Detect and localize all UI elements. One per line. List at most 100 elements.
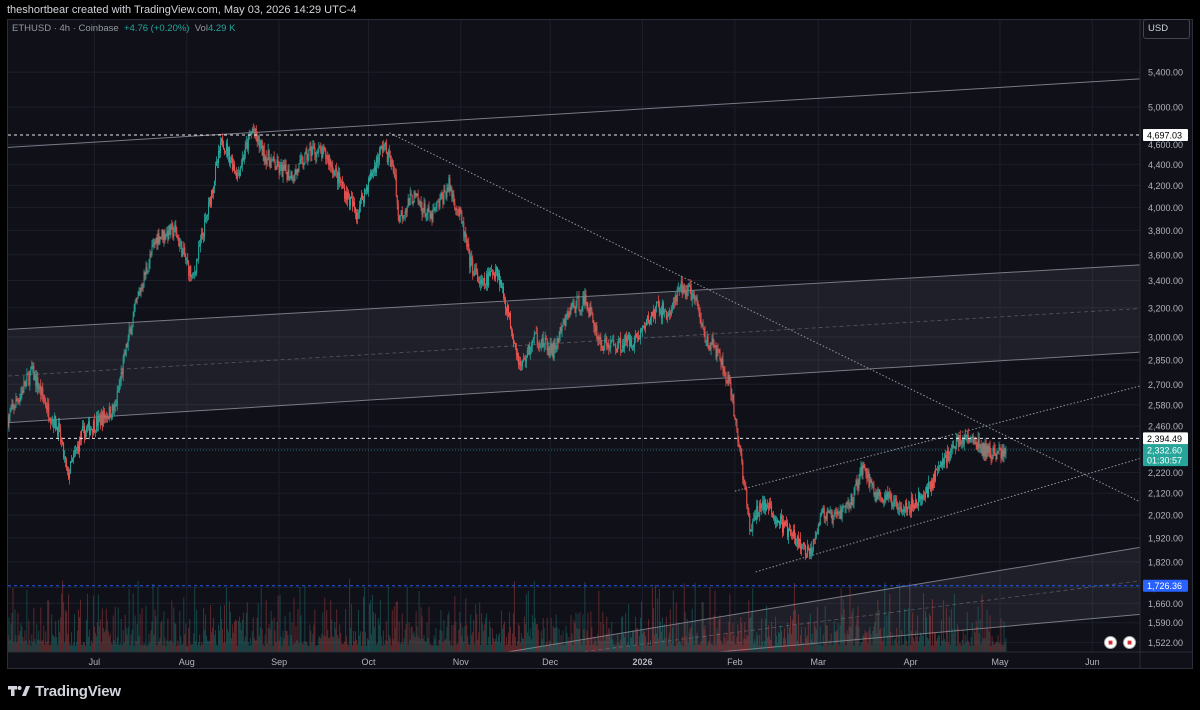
volume-bar: [884, 582, 886, 652]
volume-bar: [346, 636, 348, 652]
volume-bar: [550, 617, 552, 652]
candle-body: [872, 484, 874, 486]
candle-body: [929, 482, 931, 491]
volume-bar: [266, 643, 268, 652]
candle-body: [221, 138, 223, 145]
volume-bar: [534, 617, 536, 652]
candle-body: [795, 544, 797, 546]
candle-body: [360, 198, 362, 207]
volume-bar: [538, 645, 540, 652]
brand-footer[interactable]: TradingView: [8, 681, 121, 701]
candle-body: [525, 357, 527, 362]
candle-body: [757, 506, 759, 517]
candle-body: [184, 247, 186, 257]
candle-body: [105, 415, 107, 419]
volume-bar: [201, 642, 203, 652]
price-tick-label: 1,590.00: [1148, 618, 1183, 628]
volume-bar: [204, 630, 206, 652]
candle-body: [681, 280, 683, 293]
volume-bar: [887, 634, 889, 652]
candle-body: [638, 336, 640, 339]
candle-body: [675, 295, 677, 302]
legend-exchange: Coinbase: [78, 23, 119, 34]
volume-bar: [348, 645, 350, 652]
candle-body: [613, 340, 615, 345]
volume-bar: [435, 627, 437, 652]
price-tick-label: 1,660.00: [1148, 599, 1183, 609]
candle-body: [486, 274, 488, 285]
volume-bar: [844, 634, 846, 652]
volume-bar: [292, 644, 294, 652]
symbol-legend[interactable]: ETHUSD · 4h · Coinbase +4.76 (+0.20%) Vo…: [12, 23, 236, 34]
candle-body: [781, 515, 783, 520]
volume-bar: [444, 640, 446, 652]
candle-body: [583, 296, 585, 305]
volume-bar: [654, 584, 656, 652]
candle-body: [890, 493, 892, 500]
candle-body: [980, 444, 982, 448]
volume-bar: [841, 615, 843, 652]
volume-bar: [163, 611, 165, 652]
volume-bar: [349, 578, 351, 652]
event-markers: ■ ■: [1104, 636, 1136, 649]
candle-body: [593, 322, 595, 327]
candle-body: [697, 303, 699, 310]
volume-bar: [923, 593, 925, 652]
candle-body: [863, 464, 865, 469]
candle-body: [139, 292, 141, 294]
candle-body: [791, 533, 793, 537]
candle-body: [796, 536, 798, 545]
candle-body: [526, 350, 528, 358]
volume-bar: [983, 629, 985, 652]
volume-bar: [964, 634, 966, 652]
volume-bar: [453, 624, 455, 652]
candle-body: [305, 150, 307, 154]
candle-body: [334, 170, 336, 176]
volume-bar: [635, 616, 637, 652]
volume-bar: [712, 645, 714, 652]
volume-bar: [610, 637, 612, 652]
volume-bar: [323, 635, 325, 652]
candle-body: [672, 302, 674, 309]
volume-bar: [856, 618, 858, 652]
candle-body: [478, 281, 480, 283]
volume-bar: [232, 632, 234, 652]
volume-bar: [231, 624, 233, 652]
volume-bar: [370, 634, 372, 652]
candle-body: [47, 403, 49, 411]
volume-bar: [927, 637, 929, 652]
volume-bar: [314, 609, 316, 652]
volume-bar: [511, 633, 513, 652]
candle-body: [162, 229, 164, 241]
candle-body: [512, 338, 514, 344]
candle-body: [604, 339, 606, 346]
volume-bar: [401, 613, 403, 652]
candle-body: [365, 187, 367, 190]
currency-selector[interactable]: USD: [1143, 19, 1190, 39]
volume-bar: [395, 601, 397, 652]
volume-bar: [796, 640, 798, 652]
volume-bar: [156, 645, 158, 652]
candle-body: [415, 193, 417, 197]
volume-bar: [969, 645, 971, 652]
time-tick-label: Sep: [271, 657, 287, 667]
candle-body: [620, 338, 622, 351]
volume-bar: [60, 617, 62, 652]
candle-body: [50, 420, 52, 424]
candle-body: [733, 399, 735, 417]
candle-body: [962, 438, 964, 445]
volume-bar: [815, 629, 817, 652]
volume-bar: [502, 624, 504, 652]
volume-bar: [345, 608, 347, 652]
candle-body: [70, 461, 72, 474]
volume-bar: [392, 639, 394, 652]
price-badge-label: 2,332.60: [1147, 446, 1182, 456]
us-flag-icon[interactable]: ■: [1104, 636, 1117, 649]
volume-bar: [352, 645, 354, 652]
candle-body: [355, 207, 357, 213]
us-flag-icon[interactable]: ■: [1123, 636, 1136, 649]
volume-bar: [364, 631, 366, 652]
candle-body: [773, 515, 775, 519]
volume-bar: [230, 638, 232, 652]
